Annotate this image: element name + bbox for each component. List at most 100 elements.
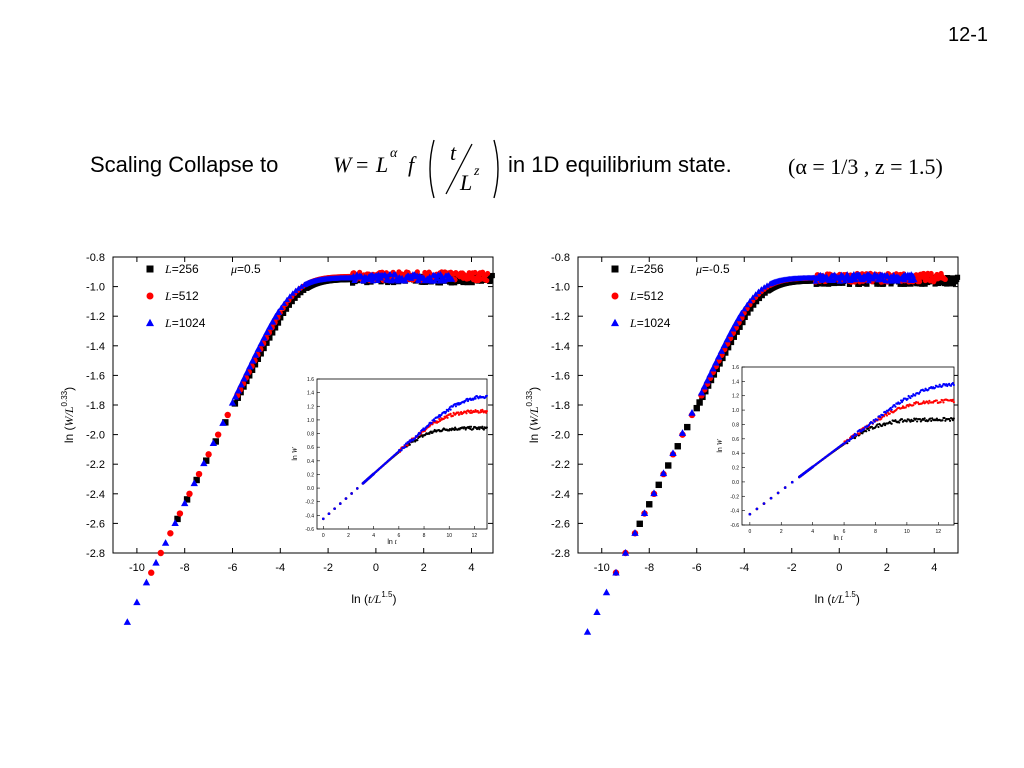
data-point: [696, 399, 703, 406]
data-point: [301, 287, 307, 293]
y-tick-label: -2.0: [86, 430, 105, 442]
data-point: [709, 364, 717, 372]
data-point: [286, 302, 292, 308]
inset-data-point: [416, 439, 419, 442]
inset-x-tick-label: 10: [446, 533, 452, 539]
inset-y-tick-label: 0.2: [732, 466, 739, 472]
y-tick-label: -1.4: [86, 341, 105, 353]
data-point: [251, 351, 260, 358]
inset-data-point: [923, 417, 926, 420]
legend-label: L=512: [629, 289, 664, 303]
data-point: [602, 588, 611, 596]
inset-data-point: [852, 434, 856, 437]
data-point: [903, 281, 909, 287]
data-point: [741, 305, 748, 312]
data-point: [913, 272, 919, 278]
legend-label: L=1024: [164, 316, 206, 330]
inset-y-tick-label: 0.4: [307, 459, 314, 465]
inset-data-point: [918, 417, 922, 421]
inset-data-point: [485, 410, 488, 413]
inset-data-point: [900, 418, 904, 421]
data-point: [674, 443, 681, 450]
data-point: [742, 314, 748, 321]
data-point: [693, 404, 700, 412]
inset-data-point: [951, 419, 955, 422]
inset-data-point: [898, 421, 901, 424]
series-L-1024: [123, 270, 456, 625]
inset-data-point: [433, 419, 436, 422]
inset-data-point: [876, 423, 879, 426]
x-tick-label: -8: [180, 562, 190, 574]
y-tick-label: -1.6: [86, 370, 105, 382]
inset-x-tick-label: 4: [811, 529, 814, 535]
data-point: [949, 275, 956, 281]
data-point: [248, 366, 256, 373]
data-point: [257, 350, 264, 357]
data-point: [263, 328, 271, 336]
x-axis-label: ln (t/L1.5): [351, 590, 396, 606]
data-point: [195, 470, 203, 478]
data-point: [841, 277, 848, 284]
data-point: [485, 270, 491, 277]
data-point: [374, 277, 381, 284]
inset-data-point: [762, 502, 766, 505]
inset-data-point: [951, 398, 955, 401]
data-point: [697, 388, 706, 396]
inset-data-point: [400, 449, 403, 452]
data-point: [193, 476, 200, 484]
inset-data-point: [457, 411, 460, 414]
inset-data-point: [469, 409, 473, 412]
inset-data-point: [927, 388, 930, 391]
inset-data-point: [327, 512, 331, 516]
inset-y-tick-label: 0.6: [732, 437, 739, 443]
data-point: [278, 304, 285, 310]
data-point: [646, 501, 653, 508]
data-point: [460, 279, 466, 286]
inset-data-point: [909, 420, 912, 423]
data-point: [714, 352, 723, 360]
inset-y-tick-label: 0.8: [732, 422, 739, 428]
x-tick-label: -2: [787, 562, 797, 574]
data-point: [593, 608, 601, 616]
inset-data-point: [428, 432, 431, 435]
inset-data-point: [890, 422, 893, 425]
inset-data-point: [783, 486, 787, 489]
inset-data-point: [867, 429, 871, 432]
inset-data-point: [776, 491, 780, 495]
inset-series-L-1024: [748, 381, 955, 516]
data-point: [240, 374, 248, 382]
data-point: [392, 271, 399, 277]
inset-data-point: [333, 507, 336, 510]
inset-data-point: [890, 408, 893, 411]
inset-data-point: [945, 383, 948, 386]
inset-data-point: [939, 401, 942, 404]
inset-x-tick-label: 12: [472, 533, 478, 539]
data-point: [266, 323, 274, 330]
y-tick-label: -1.6: [551, 370, 570, 382]
data-point: [295, 285, 302, 291]
inset-plot: 1.6 1.4 1.2 1.0 0.8 0.6 0.4 0.2 0.0 -0.2 -0.4 -0.6 0…: [291, 377, 488, 546]
data-point: [283, 306, 290, 312]
inset-data-point: [458, 413, 461, 416]
data-point: [928, 270, 934, 277]
inset-data-point: [476, 409, 479, 413]
legend-label: L=256: [164, 262, 199, 276]
inset-data-point: [923, 389, 926, 392]
x-tick-label: -2: [323, 562, 333, 574]
data-point: [251, 361, 259, 368]
inset-data-point: [482, 428, 485, 431]
data-point: [152, 558, 160, 566]
y-tick-label: -2.8: [86, 548, 105, 560]
inset-data-point: [949, 384, 953, 387]
x-tick-label: 0: [373, 562, 379, 574]
data-point: [659, 469, 668, 477]
inset-data-point: [937, 385, 940, 388]
inset-data-point: [853, 437, 857, 440]
data-point: [583, 628, 592, 635]
y-tick-label: -2.6: [86, 518, 105, 530]
inset-x-tick-label: 12: [936, 529, 942, 535]
data-point: [712, 358, 720, 366]
inset-data-point: [951, 381, 955, 385]
legend: L=256 L=512 L=1024: [145, 262, 206, 330]
data-point: [737, 309, 746, 317]
